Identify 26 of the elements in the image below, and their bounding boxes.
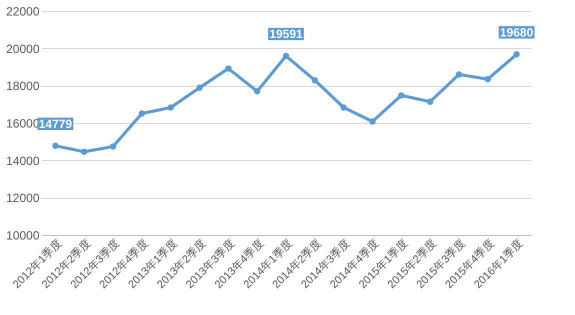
data-label: 19591 <box>269 26 304 41</box>
y-tick-label: 18000 <box>6 79 40 94</box>
point <box>369 118 376 125</box>
point <box>456 71 462 78</box>
point <box>340 104 347 111</box>
point <box>196 84 203 91</box>
point <box>110 143 116 150</box>
point <box>398 92 404 99</box>
y-tick-label: 12000 <box>6 191 40 206</box>
y-tick-label: 22000 <box>6 4 40 18</box>
point <box>52 142 59 149</box>
point <box>168 104 174 111</box>
point <box>254 88 260 94</box>
point <box>282 52 290 60</box>
point <box>225 65 232 72</box>
point <box>81 148 88 155</box>
data-label: 14779 <box>38 116 72 131</box>
data-label: 19680 <box>500 25 534 40</box>
y-tick-label: 20000 <box>6 42 40 56</box>
point <box>484 76 491 82</box>
point <box>513 51 520 58</box>
point <box>138 110 146 117</box>
y-tick-label: 10000 <box>6 228 40 242</box>
point <box>426 98 434 105</box>
point <box>312 77 318 84</box>
y-tick-label: 14000 <box>6 154 40 168</box>
